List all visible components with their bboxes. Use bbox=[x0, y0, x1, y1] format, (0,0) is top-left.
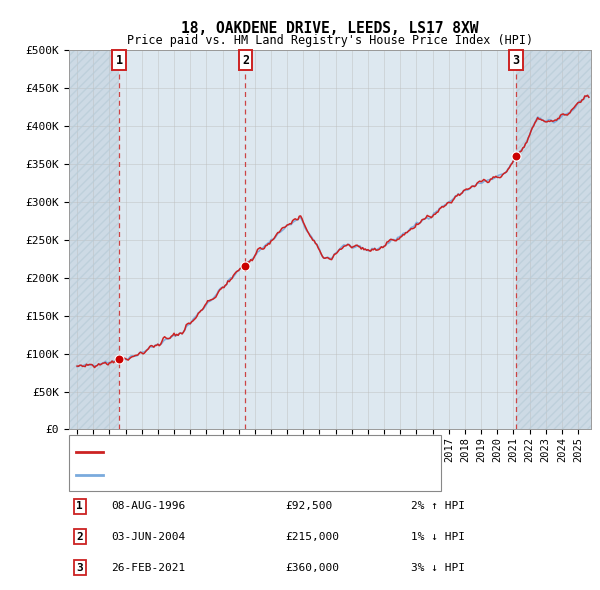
Text: Price paid vs. HM Land Registry's House Price Index (HPI): Price paid vs. HM Land Registry's House … bbox=[127, 34, 533, 47]
Text: 08-AUG-1996: 08-AUG-1996 bbox=[111, 501, 185, 511]
Text: 2% ↑ HPI: 2% ↑ HPI bbox=[411, 501, 465, 511]
Text: 18, OAKDENE DRIVE, LEEDS, LS17 8XW: 18, OAKDENE DRIVE, LEEDS, LS17 8XW bbox=[181, 21, 479, 35]
Text: 26-FEB-2021: 26-FEB-2021 bbox=[111, 562, 185, 572]
Text: 3% ↓ HPI: 3% ↓ HPI bbox=[411, 562, 465, 572]
Text: 18, OAKDENE DRIVE, LEEDS, LS17 8XW (detached house): 18, OAKDENE DRIVE, LEEDS, LS17 8XW (deta… bbox=[109, 447, 428, 457]
Bar bbox=[516, 50, 591, 430]
Text: 2: 2 bbox=[76, 532, 83, 542]
Text: 1% ↓ HPI: 1% ↓ HPI bbox=[411, 532, 465, 542]
Text: 1: 1 bbox=[116, 54, 122, 67]
Text: 3: 3 bbox=[512, 54, 520, 67]
Text: £215,000: £215,000 bbox=[285, 532, 339, 542]
Text: £92,500: £92,500 bbox=[285, 501, 332, 511]
Bar bbox=[516, 50, 591, 430]
Text: 2: 2 bbox=[242, 54, 249, 67]
Text: 1: 1 bbox=[76, 501, 83, 511]
Text: 03-JUN-2004: 03-JUN-2004 bbox=[111, 532, 185, 542]
Bar bbox=[69, 50, 119, 430]
Text: £360,000: £360,000 bbox=[285, 562, 339, 572]
Text: HPI: Average price, detached house, Leeds: HPI: Average price, detached house, Leed… bbox=[109, 470, 365, 480]
Text: 3: 3 bbox=[76, 562, 83, 572]
Bar bbox=[69, 50, 119, 430]
